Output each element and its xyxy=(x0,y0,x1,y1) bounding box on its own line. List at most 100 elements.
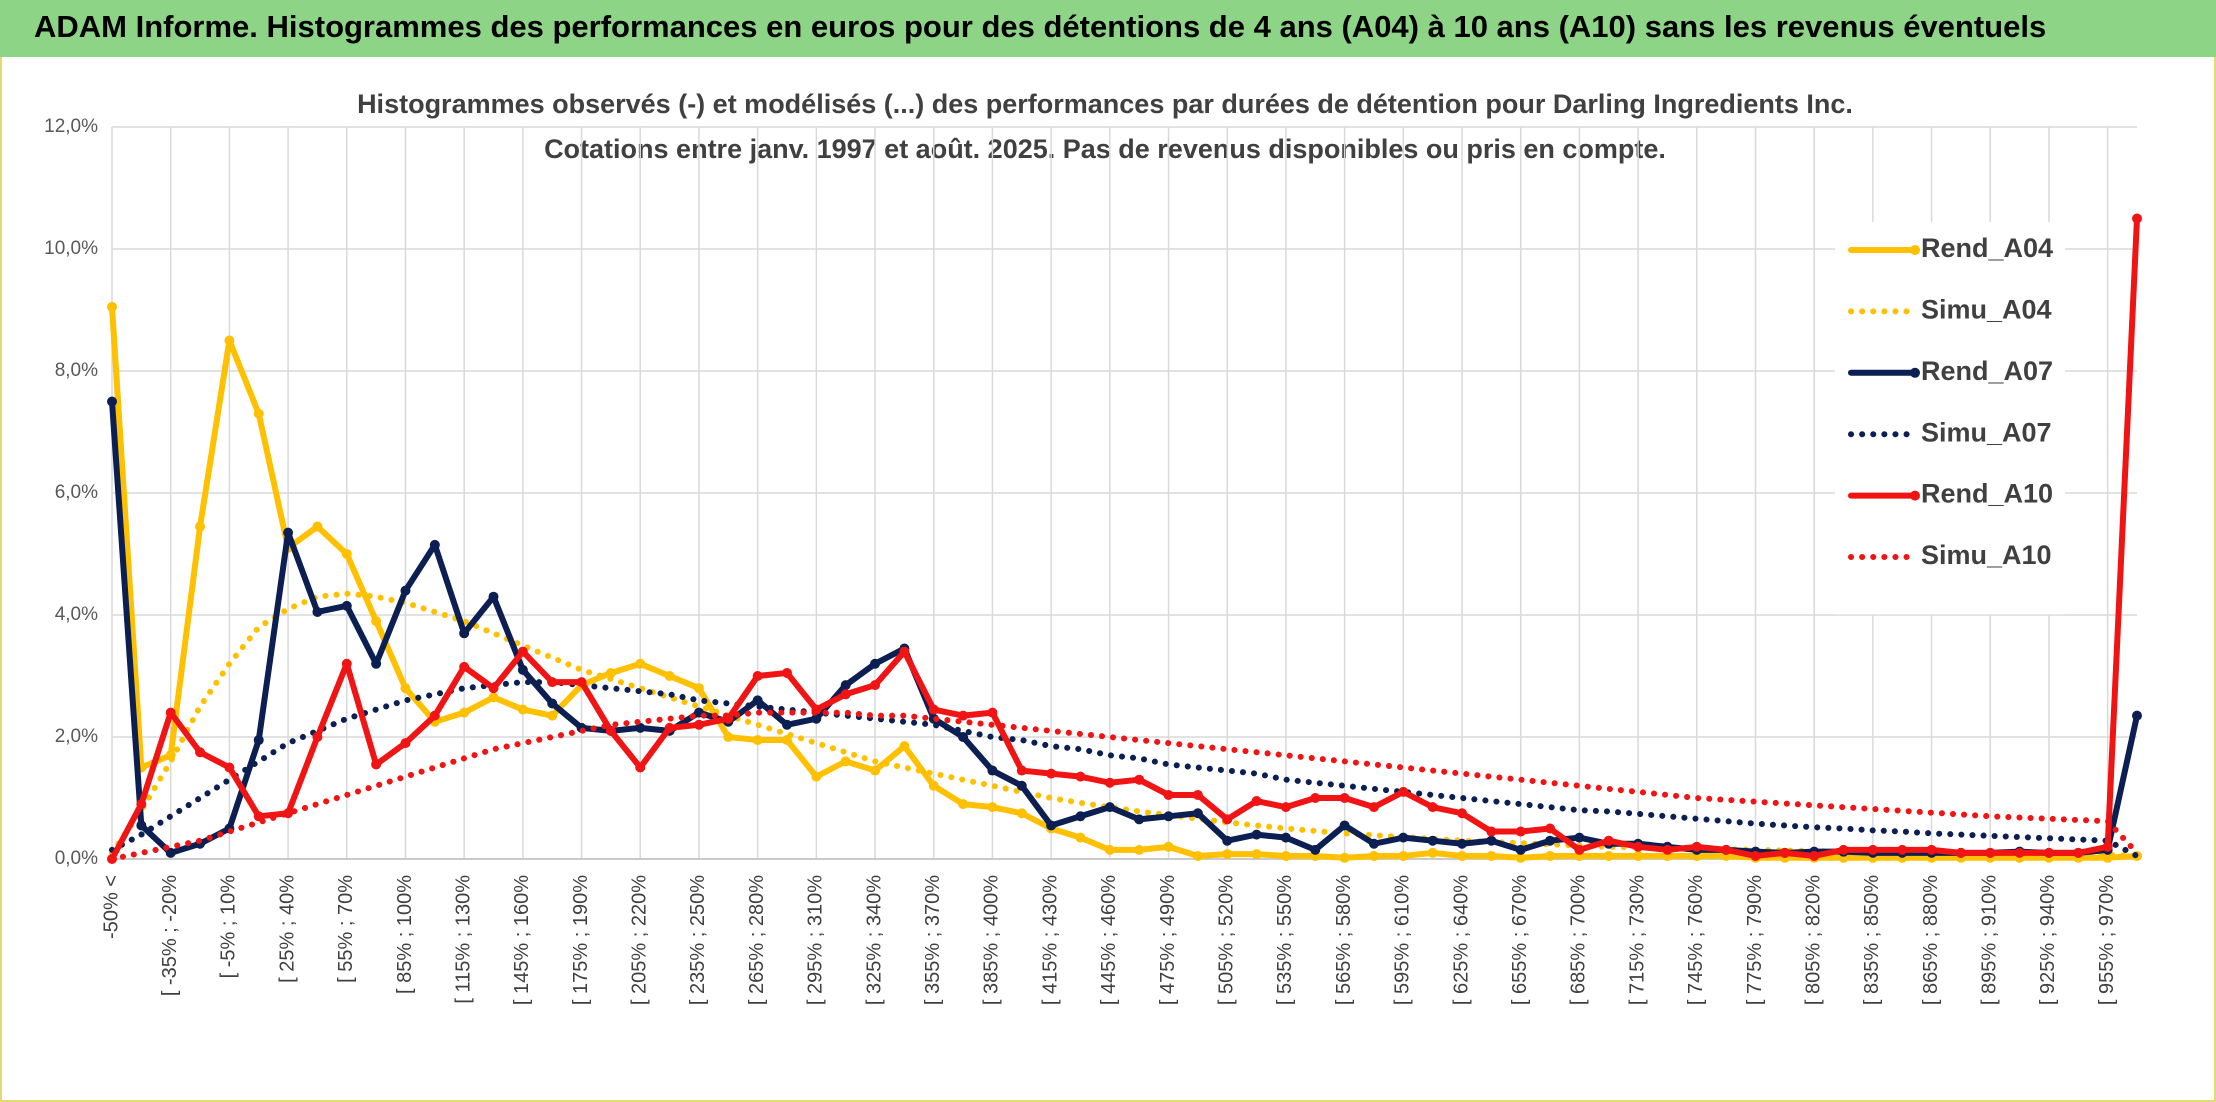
point xyxy=(1721,844,1732,855)
point xyxy=(1368,850,1379,861)
point xyxy=(870,658,881,669)
point xyxy=(1662,844,1673,855)
point xyxy=(488,692,499,703)
point xyxy=(958,732,969,742)
point xyxy=(1457,838,1467,849)
x-tick-label: [ 235% ; 250% xyxy=(687,875,709,1005)
point xyxy=(1163,841,1174,852)
point xyxy=(664,722,675,733)
point xyxy=(576,677,587,688)
point xyxy=(1486,835,1497,846)
point xyxy=(341,658,352,669)
point xyxy=(811,771,822,782)
x-tick-label: [ 925% ; 940% xyxy=(2037,875,2059,1005)
point xyxy=(1515,844,1526,855)
point xyxy=(1486,826,1497,837)
point xyxy=(782,667,792,678)
x-tick-label: [ 295% ; 310% xyxy=(805,875,827,1005)
legend-label: Rend_A07 xyxy=(1921,356,2053,386)
x-tick-label: -50% < xyxy=(100,875,122,939)
x-tick-label: [ 265% ; 280% xyxy=(746,875,768,1005)
point xyxy=(488,683,499,694)
point xyxy=(1926,844,1937,855)
point xyxy=(1750,850,1761,861)
x-tick-label: [ 895% ; 910% xyxy=(1979,875,2001,1005)
point xyxy=(1368,838,1379,849)
point xyxy=(1427,802,1438,813)
point xyxy=(253,408,264,419)
legend-label: Rend_A04 xyxy=(1921,233,2053,263)
point xyxy=(635,722,646,733)
point xyxy=(840,689,851,700)
point xyxy=(1779,847,1790,858)
point xyxy=(1251,829,1262,840)
point xyxy=(1075,771,1086,782)
point xyxy=(312,521,323,532)
point xyxy=(371,759,382,770)
x-tick-label: [ 595% ; 610% xyxy=(1392,875,1414,1005)
point xyxy=(1134,814,1145,825)
point xyxy=(1280,832,1291,843)
chart-title: ADAM Informe. Histogrammes des performan… xyxy=(34,9,2046,44)
x-tick-label: [ 715% ; 730% xyxy=(1626,875,1648,1005)
x-tick-label: [ 115% ; 130% xyxy=(452,875,474,1004)
point xyxy=(928,704,939,715)
point xyxy=(1310,793,1321,803)
point xyxy=(341,600,352,611)
y-tick-label: 2,0% xyxy=(55,726,98,747)
point xyxy=(1222,835,1233,846)
x-tick-label: [ 355% ; 370% xyxy=(922,875,944,1005)
x-tick-label: [ 475% ; 490% xyxy=(1157,875,1179,1005)
point xyxy=(1427,847,1438,858)
chart-subtitle: Cotations entre janv. 1997 et août. 2025… xyxy=(544,134,1666,164)
point xyxy=(752,695,763,706)
x-tick-label: [ 535% ; 550% xyxy=(1274,875,1296,1005)
point xyxy=(1046,768,1057,779)
point xyxy=(693,683,704,694)
observed-line xyxy=(109,303,2140,861)
x-tick-label: [ 505% ; 520% xyxy=(1215,875,1237,1005)
point xyxy=(400,738,411,749)
point xyxy=(517,646,528,657)
point xyxy=(224,335,235,346)
point xyxy=(958,799,969,810)
x-tick-label: [ 205% ; 220% xyxy=(629,875,651,1005)
header-bar xyxy=(0,0,2216,57)
point xyxy=(1867,844,1878,855)
point xyxy=(547,698,558,709)
point xyxy=(752,671,763,681)
legend-label: Rend_A10 xyxy=(1921,479,2053,509)
point xyxy=(1486,850,1497,861)
point xyxy=(1955,847,1966,858)
point xyxy=(1838,844,1849,855)
point xyxy=(1398,832,1409,843)
point xyxy=(547,677,558,688)
x-tick-label: [ 685% ; 700% xyxy=(1568,875,1590,1005)
point xyxy=(1075,832,1086,843)
point xyxy=(1339,820,1350,831)
x-tick-label: [ -5% ; 10% xyxy=(218,875,240,979)
point xyxy=(1427,835,1438,846)
point xyxy=(1134,844,1145,855)
legend-marker xyxy=(1910,367,1920,378)
point xyxy=(1603,850,1614,861)
point xyxy=(664,671,675,681)
point xyxy=(312,732,323,742)
point xyxy=(488,591,499,602)
legend-marker xyxy=(1910,245,1920,255)
point xyxy=(635,658,646,669)
point xyxy=(195,747,206,758)
x-tick-label: [ 655% ; 670% xyxy=(1509,875,1531,1005)
point xyxy=(1515,852,1526,863)
y-tick-label: 0,0% xyxy=(55,848,98,869)
point xyxy=(1046,820,1057,831)
point xyxy=(840,680,851,691)
point xyxy=(1457,850,1467,861)
point xyxy=(1633,850,1644,861)
point xyxy=(107,301,117,312)
y-tick-label: 8,0% xyxy=(55,360,98,381)
point xyxy=(2132,213,2142,224)
x-tick-label: [ 445% ; 460% xyxy=(1098,875,1120,1005)
point xyxy=(1515,826,1526,837)
point xyxy=(1280,802,1291,813)
